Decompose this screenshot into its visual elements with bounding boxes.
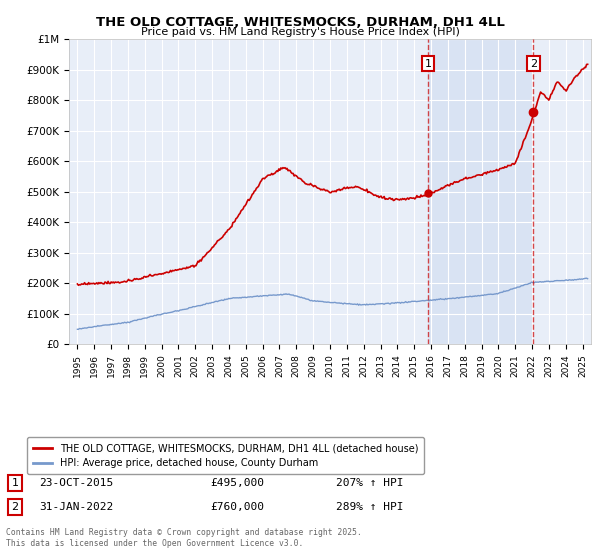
Bar: [428, 39, 533, 344]
Text: THE OLD COTTAGE, WHITESMOCKS, DURHAM, DH1 4LL: THE OLD COTTAGE, WHITESMOCKS, DURHAM, DH…: [95, 16, 505, 29]
Text: Contains HM Land Registry data © Crown copyright and database right 2025.
This d: Contains HM Land Registry data © Crown c…: [6, 528, 362, 548]
Text: 1: 1: [11, 478, 19, 488]
Text: £495,000: £495,000: [210, 478, 264, 488]
Text: Price paid vs. HM Land Registry's House Price Index (HPI): Price paid vs. HM Land Registry's House …: [140, 27, 460, 37]
Text: 2: 2: [530, 59, 537, 69]
Legend: THE OLD COTTAGE, WHITESMOCKS, DURHAM, DH1 4LL (detached house), HPI: Average pri: THE OLD COTTAGE, WHITESMOCKS, DURHAM, DH…: [27, 437, 424, 474]
Text: 31-JAN-2022: 31-JAN-2022: [39, 502, 113, 512]
Text: £760,000: £760,000: [210, 502, 264, 512]
Text: 207% ↑ HPI: 207% ↑ HPI: [336, 478, 404, 488]
Text: 23-OCT-2015: 23-OCT-2015: [39, 478, 113, 488]
Text: 2: 2: [11, 502, 19, 512]
Text: 1: 1: [425, 59, 431, 69]
Text: 289% ↑ HPI: 289% ↑ HPI: [336, 502, 404, 512]
